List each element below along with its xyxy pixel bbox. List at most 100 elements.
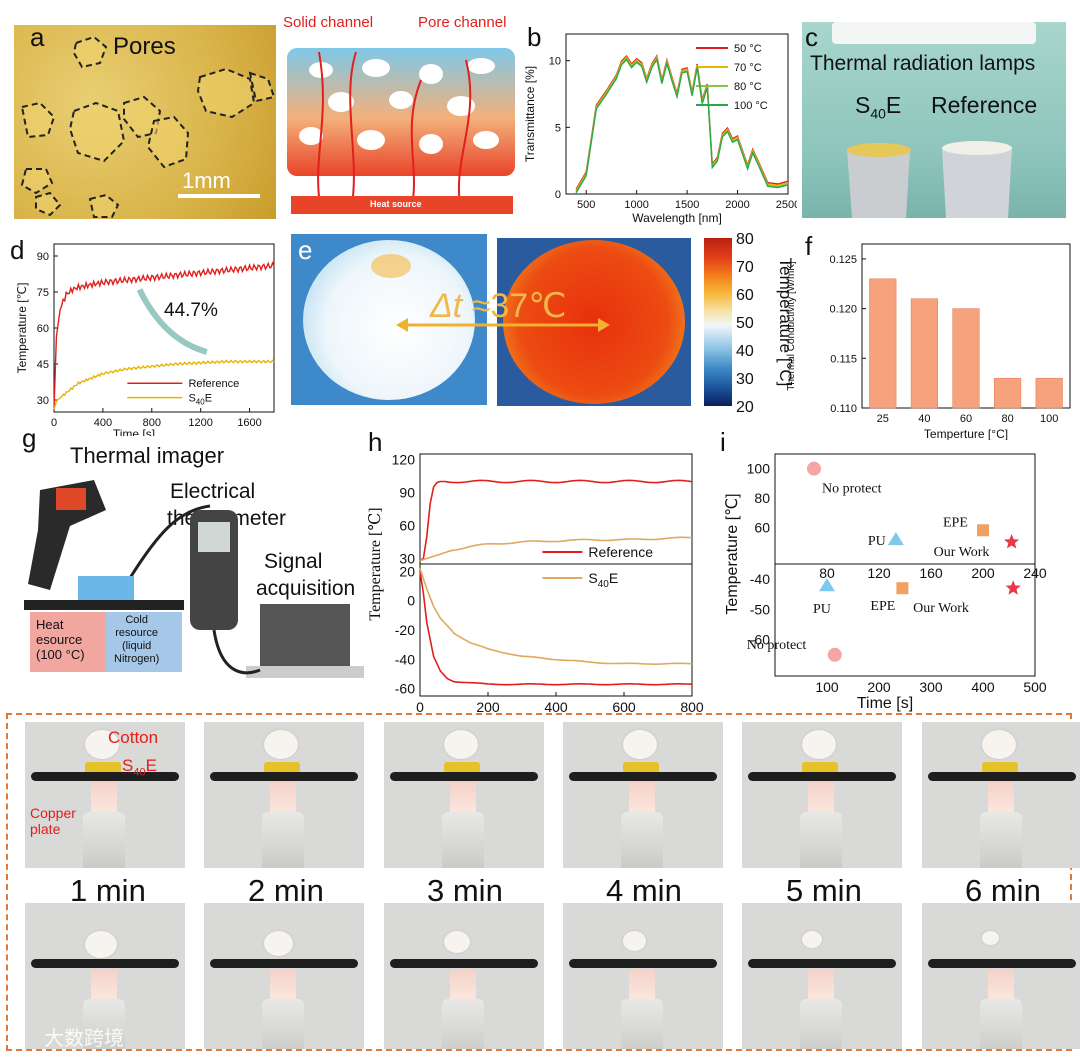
x-tick-label-top: 120 — [867, 565, 891, 581]
acquisition-label: acquisition — [256, 577, 356, 600]
y-tick-label: -40 — [395, 651, 415, 667]
y-tick-label: 45 — [37, 359, 49, 371]
y-axis-label: Temperature [℃] — [724, 493, 741, 614]
bar — [910, 298, 938, 409]
plot-frame — [565, 33, 789, 195]
marker-triangle — [819, 578, 835, 592]
series-line — [53, 359, 275, 410]
colorbar-tick-label: 20 — [736, 399, 754, 414]
pores-label: Pores — [113, 33, 176, 60]
y-tick-label: 0.115 — [830, 353, 857, 365]
marker-square — [896, 582, 909, 595]
thermal-image-reference — [497, 238, 691, 406]
x-tick-label: 400 — [94, 417, 112, 429]
x-axis-label: Time [s] — [113, 427, 155, 436]
x-tick-label: 80 — [1001, 413, 1013, 425]
probe-cable — [128, 504, 211, 579]
series-line — [419, 536, 692, 562]
panel-c-photo — [802, 22, 1066, 218]
electrical-label: Electrical — [170, 480, 256, 503]
bar — [1035, 377, 1063, 409]
point-label: Our Work — [934, 545, 990, 560]
test-photo — [563, 903, 723, 1049]
x-tick-label: 0 — [416, 699, 424, 713]
time-label: 3 min — [427, 873, 503, 908]
pore-cell — [362, 59, 390, 77]
panel-label-i: i — [720, 427, 726, 457]
y-tick-label: 0.120 — [829, 304, 857, 316]
x-tick-label: 100 — [815, 679, 839, 695]
y-tick-label: 0 — [407, 593, 415, 609]
y-tick-label: 90 — [399, 485, 415, 501]
x-tick-label: 600 — [612, 699, 636, 713]
test-photo — [25, 903, 185, 1049]
time-label: 5 min — [786, 873, 862, 908]
lamp-shape — [832, 22, 1036, 44]
y-tick-label: -20 — [395, 622, 415, 638]
point-label: EPE — [870, 599, 895, 614]
pore-outline — [72, 35, 108, 69]
x-tick-label: 500 — [1023, 679, 1047, 695]
x-tick-label: 400 — [544, 699, 568, 713]
cups-illustration — [832, 22, 1036, 218]
pore-cell — [357, 130, 385, 150]
thermal-imager-icon — [28, 480, 106, 590]
panel-label-g: g — [22, 423, 37, 453]
plot-frame-bottom — [419, 563, 693, 697]
panel-label-d: d — [10, 235, 25, 265]
bar — [994, 377, 1022, 409]
y-tick-label: 60 — [754, 519, 770, 535]
percent-annotation: 44.7% — [164, 300, 218, 321]
sample-cup — [847, 150, 910, 218]
panel-a-schematic — [281, 40, 521, 220]
test-photo — [384, 722, 544, 868]
reference-cup — [942, 148, 1012, 218]
legend-label: Reference — [188, 378, 239, 390]
laptop-screen — [260, 604, 350, 666]
y-tick-label: -60 — [750, 632, 770, 648]
thermal-imager-label: Thermal imager — [70, 443, 225, 468]
x-tick-label: 200 — [867, 679, 891, 695]
x-axis-label: Time [s] — [857, 695, 913, 712]
test-photo — [742, 903, 902, 1049]
colorbar-tick-label: 80 — [736, 231, 754, 248]
series-line — [419, 479, 693, 562]
marker-circle — [827, 647, 842, 662]
lamp-label: Thermal radiation lamps — [810, 52, 1036, 75]
test-photo — [25, 722, 185, 868]
thermometer-screen — [198, 522, 230, 552]
reference-label-c: Reference — [931, 92, 1038, 118]
watermark: 大数跨境 — [44, 1028, 124, 1050]
y-axis-label: Temperature [℃] — [15, 283, 29, 374]
solid-channel-label: Solid channel — [283, 14, 374, 31]
point-label: Our Work — [913, 601, 969, 616]
x-tick-label: 200 — [476, 699, 500, 713]
x-tick-label: 25 — [877, 413, 889, 425]
pores-outline-layer — [20, 35, 276, 218]
test-photo — [563, 722, 723, 868]
series-line — [575, 57, 789, 194]
y-tick-label: 80 — [754, 490, 770, 506]
test-photo — [384, 903, 544, 1049]
marker-square — [977, 524, 989, 537]
y-tick-label: 30 — [399, 551, 415, 567]
panel-a-photo — [14, 25, 276, 219]
delta-t-label: Δt ≈37℃ — [430, 287, 567, 325]
pore-outline — [20, 168, 54, 195]
x-tick-label-top: 160 — [919, 565, 943, 581]
marker-star — [1005, 580, 1021, 595]
pore-outline — [20, 101, 56, 139]
delta-t-arrow — [396, 318, 610, 332]
panel-label-f: f — [805, 231, 813, 261]
y-tick-label: 120 — [392, 452, 416, 468]
chart-i: 100 80 60 -40 -50 -60 80 120 160 200 240 100 200 300 4… — [724, 453, 1047, 712]
pore-cell — [389, 91, 413, 109]
pore-channel-label: Pore channel — [418, 14, 507, 31]
colorbar-axis: 80 70 60 50 40 30 20 Temperature [°C] — [736, 231, 794, 414]
time-label: 1 min — [70, 873, 146, 908]
pore-outline — [196, 67, 256, 119]
marker-triangle — [887, 532, 904, 546]
panel-label-c: c — [805, 22, 818, 52]
time-label: 6 min — [965, 873, 1041, 908]
